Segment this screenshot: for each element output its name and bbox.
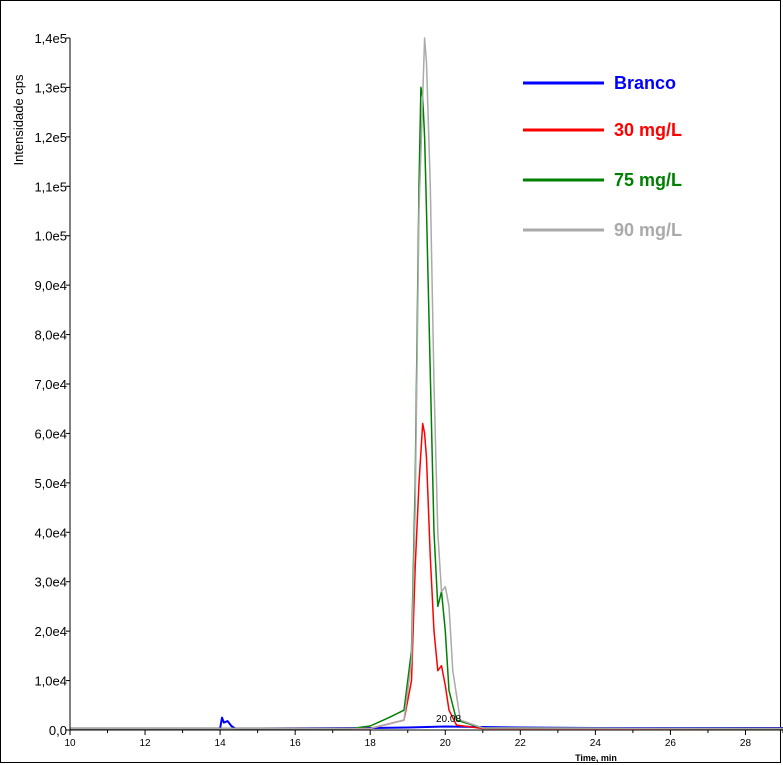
x-tick-label: 18 xyxy=(365,738,377,749)
y-tick-label: 4,0e4 xyxy=(34,525,67,540)
x-tick-label: 24 xyxy=(590,738,602,749)
legend: Branco 30 mg/L 75 mg/L 90 mg/L xyxy=(523,73,682,240)
x-axis-label: Time, min xyxy=(575,753,617,763)
y-tick-label: 1.0e5 xyxy=(34,229,67,244)
y-tick-label: 2,0e4 xyxy=(34,624,67,639)
x-tick-label: 28 xyxy=(740,738,752,749)
y-tick-label: 7,0e4 xyxy=(34,377,67,392)
series-lines xyxy=(70,37,783,730)
legend-label: 90 mg/L xyxy=(614,220,682,240)
x-tick-label: 12 xyxy=(139,738,151,749)
legend-label: 75 mg/L xyxy=(614,170,682,190)
x-ticks: 10 12 14 16 18 20 22 24 26 28 xyxy=(64,730,783,749)
y-tick-label: 1,2e5 xyxy=(34,130,67,145)
y-tick-label: 1,4e5 xyxy=(34,31,67,46)
y-tick-label: 1,1e5 xyxy=(34,179,67,194)
legend-label: 30 mg/L xyxy=(614,120,682,140)
x-tick-label: 22 xyxy=(515,738,527,749)
y-axis-label: Intensidade cps xyxy=(11,74,26,166)
series-line-75-mg-l xyxy=(70,86,783,730)
y-ticks: 0,0 1,0e4 2,0e4 3,0e4 4,0e4 5,0e4 6,0e4 7,0e4 8,… xyxy=(34,31,70,738)
y-tick-label: 5,0e4 xyxy=(34,476,67,491)
x-tick-label: 26 xyxy=(665,738,677,749)
x-tick-label: 20 xyxy=(440,738,452,749)
axes xyxy=(69,38,783,731)
series-line-30-mg-l xyxy=(70,422,783,730)
x-tick-label: 14 xyxy=(215,738,227,749)
y-tick-label: 1,0e4 xyxy=(34,674,67,689)
series-line-branco xyxy=(70,716,783,730)
y-tick-label: 3,0e4 xyxy=(34,575,67,590)
y-tick-label: 8,0e4 xyxy=(34,328,67,343)
legend-label: Branco xyxy=(614,73,676,93)
y-tick-label: 9,0e4 xyxy=(34,278,67,293)
y-tick-label: 1,3e5 xyxy=(34,80,67,95)
series-line-90-mg-l xyxy=(70,37,783,730)
y-tick-label: 0,0 xyxy=(49,723,67,738)
x-tick-label: 10 xyxy=(64,738,76,749)
y-tick-label: 6,0e4 xyxy=(34,426,67,441)
peak-annotation: 20.08 xyxy=(436,714,461,725)
x-tick-label: 16 xyxy=(290,738,302,749)
